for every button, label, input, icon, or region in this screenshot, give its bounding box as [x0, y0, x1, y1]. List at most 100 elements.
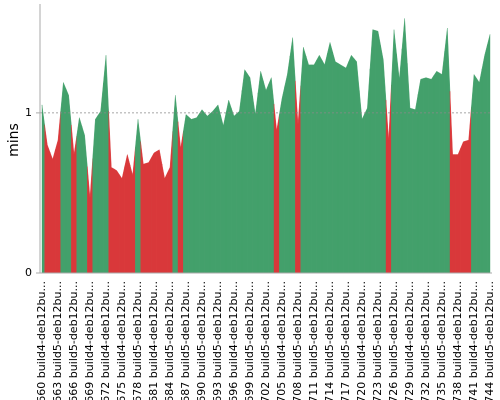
area-segment [412, 94, 419, 274]
area-segment [311, 59, 317, 274]
area-segment [81, 126, 88, 274]
area-segment [279, 86, 285, 274]
area-segment [433, 70, 440, 274]
area-segment [343, 61, 349, 274]
area-segment [177, 121, 184, 274]
area-segment [44, 124, 51, 274]
area-segment [375, 30, 381, 274]
x-tick-label: #732 build5-deb12bu... [419, 281, 432, 400]
x-tick-label: #699 build5-deb12bu... [243, 281, 256, 400]
area-segment [305, 55, 312, 274]
area-segment [300, 47, 307, 274]
area-segment [60, 82, 67, 274]
area-segment [465, 107, 472, 274]
x-tick-label: #678 build5-deb12bu... [131, 281, 144, 400]
area-segment [284, 56, 291, 274]
area-segment [273, 104, 280, 274]
area-segment [380, 45, 387, 274]
area-segment [65, 88, 72, 274]
area-segment [321, 53, 328, 274]
area-segment [92, 114, 99, 274]
x-tick-label: #720 build4-deb12bu... [355, 281, 368, 400]
x-tick-label: #744 build5-deb12bu... [483, 281, 496, 400]
x-tick-label: #690 build5-deb12bu... [195, 281, 208, 400]
x-tick-label: #717 build5-deb12bu... [339, 281, 352, 400]
area-segment [193, 113, 200, 274]
x-tick-label: #702 build5-deb12bu... [259, 281, 272, 400]
x-tick-label: #666 build5-deb12bu... [67, 281, 80, 400]
area-segment [103, 55, 109, 274]
area-segment [108, 111, 115, 274]
area-segment [289, 37, 296, 274]
area-segment [225, 99, 232, 274]
y-tick-label: 1 [25, 106, 32, 119]
area-segment [129, 147, 136, 274]
area-segment [247, 72, 253, 274]
area-segment [327, 42, 333, 274]
x-tick-label: #726 build5-deb12bu... [387, 281, 400, 400]
area-segment [471, 73, 477, 274]
x-tick-label: #741 build4-deb12bu... [467, 281, 480, 400]
area-segment [76, 117, 83, 274]
area-segment [236, 90, 243, 274]
area-segment [444, 27, 451, 274]
x-tick-label: #708 build5-deb12bu... [291, 281, 304, 400]
x-tick-label: #729 build4-deb12bu... [403, 281, 416, 400]
x-tick-label: #660 build4-deb12bu... [35, 281, 48, 400]
x-tick-label: #684 build5-deb12bu... [163, 281, 176, 400]
x-tick-label: #735 build5-deb12bu... [435, 281, 448, 400]
area-segment [124, 154, 131, 274]
area-segment [449, 91, 456, 274]
area-segment [316, 54, 323, 274]
area-segment [172, 95, 179, 274]
area-segment [481, 44, 488, 274]
x-tick-label: #693 build5-deb12bu... [211, 281, 224, 400]
x-tick-label: #681 build4-deb12bu... [147, 281, 160, 400]
x-tick-label: #705 build4-deb12bu... [275, 281, 288, 400]
area-segment [167, 131, 173, 274]
area-segment [337, 62, 344, 274]
area-segment [417, 78, 424, 274]
area-segment [55, 111, 61, 274]
area-segment [476, 68, 483, 274]
area-segment [369, 29, 376, 274]
area-segment [113, 168, 120, 274]
area-segment [119, 166, 125, 274]
area-segment [87, 158, 93, 274]
x-tick-label: #687 build5-deb12bu... [179, 281, 192, 400]
area-segment [140, 141, 147, 274]
x-tick-label: #738 build4-deb12bu... [451, 281, 464, 400]
x-tick-label: #669 build4-deb12bu... [83, 281, 96, 400]
area-segment [220, 112, 227, 274]
area-segment [135, 119, 141, 274]
area-segment [391, 29, 397, 274]
y-axis-label: mins [6, 123, 22, 157]
area-segment [156, 149, 163, 274]
x-tick-label: #672 build4-deb12bu... [99, 281, 112, 400]
area-segment [407, 63, 413, 274]
area-segment [199, 109, 205, 274]
x-tick-label: #696 build4-deb12bu... [227, 281, 240, 400]
area-segment [295, 80, 301, 274]
area-segment [145, 156, 152, 274]
area-segment [241, 69, 248, 274]
area-segment [455, 148, 461, 274]
x-tick-label: #714 build5-deb12bu... [323, 281, 336, 400]
area-segment [209, 107, 216, 274]
x-tick-label: #663 build5-deb12bu... [51, 281, 64, 400]
area-segment [71, 124, 77, 274]
area-segment [188, 116, 195, 274]
area-segment [183, 114, 189, 274]
area-segment [401, 18, 408, 274]
area-segment [439, 51, 445, 274]
area-segment [215, 104, 221, 274]
area-segment [263, 80, 269, 274]
x-tick-label: #711 build5-deb12bu... [307, 281, 320, 400]
area-segment [348, 54, 355, 274]
x-tick-label: #675 build4-deb12bu... [115, 281, 128, 400]
area-segment [423, 77, 429, 274]
area-segment [97, 83, 104, 274]
area-segment [151, 150, 157, 274]
area-segment [332, 51, 339, 274]
